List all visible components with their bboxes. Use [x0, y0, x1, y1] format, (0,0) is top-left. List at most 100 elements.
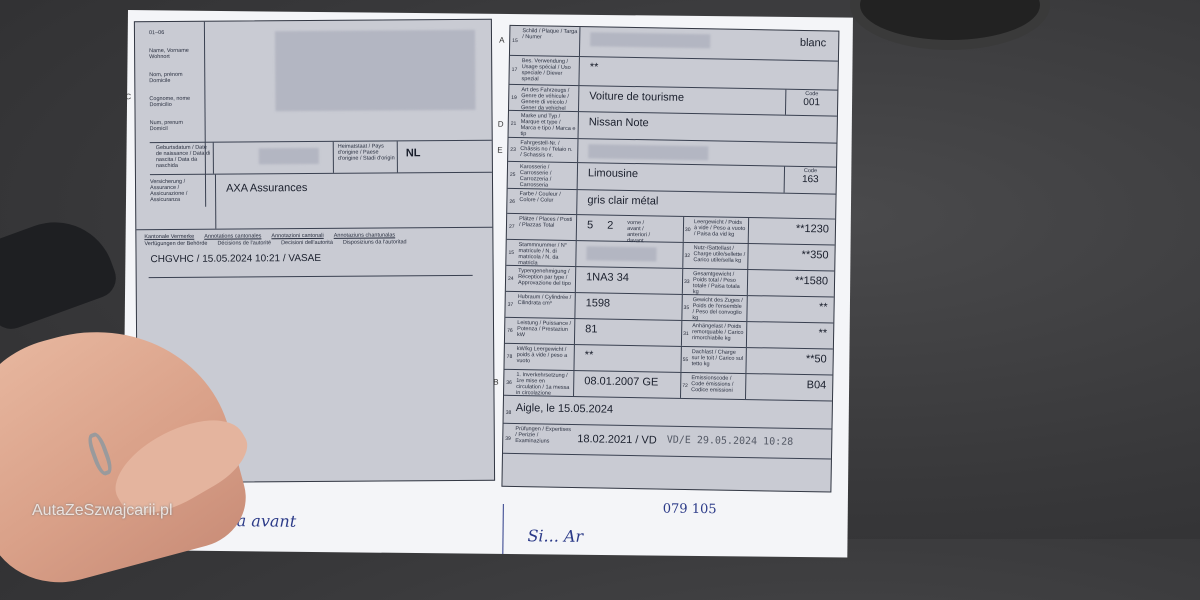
field-number: 17: [511, 67, 518, 74]
field-label: Fahrgestell-Nr. / Châssis no / Telaio n.…: [520, 140, 573, 159]
redacted-name: [274, 29, 476, 112]
field-number: 27: [508, 223, 515, 230]
field-number: 55: [682, 356, 689, 364]
field-label: Hubraum / Cylindrée / Cilindrata cm³: [517, 294, 572, 307]
field-label: 1. Inverkehrsetzung / 1re mise en circul…: [516, 372, 570, 397]
row-label-cell: 27 Plätze / Places / Posti / Plazzas Tota…: [506, 213, 578, 241]
field-value: **: [589, 61, 599, 74]
code-value: 001: [803, 96, 821, 109]
row-label-cell: 17 Bes. Verwendung / Usage spécial / Uso …: [509, 55, 580, 86]
field-value: 5: [586, 219, 594, 232]
field-label: Marke und Typ / Marque et type / Marca e…: [520, 113, 576, 138]
field-value: 1NA3 34: [585, 271, 629, 284]
field-label: Leistung / Puissance / Potenza / Prestaz…: [517, 320, 572, 339]
label: Nom, prénom Domicile: [149, 71, 183, 85]
row-label-cell: D 21 Marke und Typ / Marque et type / Marc…: [498, 110, 579, 139]
section-letter: D: [497, 119, 504, 129]
field-number: 72: [682, 382, 688, 390]
row-value-cell: 1NA3 34: [576, 267, 682, 294]
label: Disposiziuns da l'autoritad: [342, 239, 407, 246]
field-label: Emissionscode / Code émissions / Codice …: [691, 375, 734, 394]
field-number: 39: [505, 435, 511, 442]
label: Verfügungen der Behörde: [144, 240, 208, 248]
row-09: Versicherung / Assurance / Assicurazione…: [135, 172, 493, 231]
field-label: Gewicht des Zuges / Poids de l'ensemble …: [692, 297, 743, 322]
field-label: Bes. Verwendung / Usage spécial / Uso sp…: [521, 58, 571, 83]
field-value: gris clair métal: [587, 194, 659, 208]
row-label-cell: 25 Karosserie / Carrosserie / Carrozzeria…: [507, 161, 579, 190]
field-value: **1580: [794, 274, 829, 288]
field-value: **: [584, 349, 594, 362]
row-label-cell: 15 Stammnummer / N° matricule / N. di mat…: [506, 239, 577, 266]
field-number: 76: [507, 327, 513, 334]
row-value-cell: 08.01.2007 GE: [574, 371, 680, 398]
car-tire: [850, 0, 1050, 50]
redacted-birthdate: [258, 147, 319, 165]
field-number: 01–06: [148, 30, 165, 37]
row-label-cell-2: 35 Gewicht des Zuges / Poids de l'ensembl…: [681, 294, 748, 322]
row-label-cell: 26 Farbe / Couleur / Colore / Colur: [507, 188, 578, 215]
label: Geburtsdatum / Date de naissance / Data …: [149, 142, 214, 175]
field-value: Voiture de tourisme: [589, 90, 685, 104]
section-letter: C: [125, 92, 132, 102]
country-of-origin: NL: [405, 147, 421, 160]
code-cell: Code 001: [784, 89, 838, 116]
exam-row: 39 Prüfungen / Expertises / Perizie / Exa…: [502, 423, 832, 460]
row-label-cell-2: 55 Dachlast / Charge sur le toit / Carico…: [680, 346, 747, 374]
field-number: 30: [684, 226, 691, 234]
field-value: 1598: [585, 297, 611, 310]
exam-stamp: VD/E 29.05.2024 10:28: [666, 434, 794, 448]
field-value: **: [818, 327, 828, 340]
watermark: AutaZeSzwajcarii.pl: [32, 502, 173, 519]
handwritten-line: [502, 503, 504, 554]
field-number: 15: [512, 37, 518, 44]
label: Décisions de l'autorité: [217, 240, 272, 247]
field-number: 19: [511, 94, 517, 101]
field-number: 23: [510, 147, 516, 154]
place-date: Aigle, le 15.05.2024: [515, 402, 614, 416]
field-value: B04: [806, 379, 827, 392]
code-value: 163: [801, 173, 819, 186]
row-label-cell-2: 30 Leergewicht / Poids à vide / Peso a vu…: [682, 216, 750, 244]
redacted-value: [590, 32, 711, 49]
section-letter: B: [493, 377, 499, 387]
field-label: Typengenehmigung / Réception par type / …: [517, 268, 571, 287]
row-label-cell: 39 Prüfungen / Expertises / Perizie / Exa…: [503, 424, 573, 454]
row-label-cell: E 23 Fahrgestell-Nr. / Châssis no / Telaio…: [497, 137, 579, 163]
plate-color: blanc: [799, 36, 827, 50]
field-label: Leergewicht / Poids à vide / Peso a vuot…: [693, 219, 746, 238]
field-number: 37: [507, 301, 514, 308]
field-value: **350: [801, 248, 829, 262]
field-label: Prüfungen / Expertises / Perizie / Exami…: [515, 426, 572, 445]
field-label: Schild / Plaque / Targa / Numer: [522, 28, 578, 41]
row-label-cell: 78 kW/kg Leergewicht / poids à vide / pes…: [504, 343, 575, 371]
field-number: 21: [510, 121, 517, 128]
field-label: Nutz-/Sattellast / Charge utile/sellette…: [693, 245, 746, 264]
row-label-cell: 19 Art des Fahrzeugs / Genre de véhicule …: [508, 84, 580, 112]
field-value: Limousine: [587, 167, 639, 181]
row-07-08: Geburtsdatum / Date de naissance / Data …: [149, 139, 492, 176]
row-value-cell: gris clair métal: [577, 190, 835, 218]
handwritten-number: 079 105: [662, 501, 717, 518]
row-label-cell: 24 Typengenehmigung / Réception par type …: [505, 265, 577, 293]
row-label-cell-2: 31 Anhängelast / Poids remorquable / Cari…: [680, 320, 748, 348]
label: Decisioni dell'autorità: [281, 239, 333, 247]
row-label-cell: B 36 1. Inverkehrsetzung / 1re mise en cir…: [493, 369, 575, 397]
row-value-cell: blanc: [580, 27, 838, 60]
field-value: **1230: [795, 222, 830, 236]
field-number: 15: [508, 249, 515, 256]
row-value-cell: [576, 241, 682, 268]
field-number: 25: [509, 172, 516, 179]
field-number: 38: [505, 409, 512, 416]
field-number: 36: [506, 379, 512, 386]
row-label-cell-2: 33 Gesamtgewicht / Poids total / Peso tot…: [681, 268, 749, 295]
row-label-cell: A 15 Schild / Plaque / Targa / Numer: [499, 25, 581, 57]
row-value-cell: **: [579, 57, 837, 89]
field-label: Karosserie / Carrosserie / Carrozzeria /…: [519, 164, 552, 189]
row-value-cell: 1598: [575, 293, 681, 320]
front-seats: 2: [607, 219, 614, 232]
field-label: Farbe / Couleur / Colore / Colur: [519, 191, 561, 204]
handwritten-signature: Si... Ar: [527, 526, 584, 546]
field-label: Anhängelast / Poids remorquable / Carico…: [691, 323, 744, 342]
field-number: 32: [684, 252, 691, 260]
